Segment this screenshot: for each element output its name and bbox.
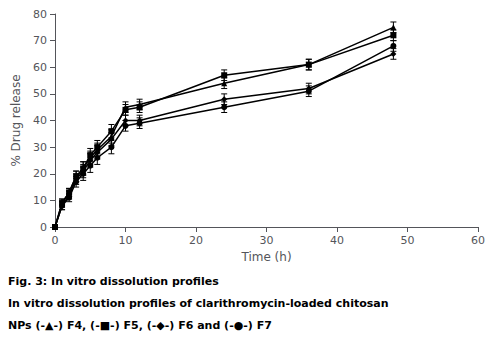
- svg-text:30: 30: [260, 234, 274, 247]
- svg-text:70: 70: [33, 34, 47, 47]
- svg-text:20: 20: [189, 234, 203, 247]
- svg-text:60: 60: [471, 234, 485, 247]
- svg-text:10: 10: [119, 234, 133, 247]
- svg-text:50: 50: [401, 234, 415, 247]
- svg-text:0: 0: [52, 234, 59, 247]
- svg-text:30: 30: [33, 141, 47, 154]
- svg-text:Fig. 3: In vitro dissolution p: Fig. 3: In vitro dissolution profiles: [8, 275, 219, 288]
- svg-text:10: 10: [33, 194, 47, 207]
- svg-text:40: 40: [330, 234, 344, 247]
- svg-text:Time (h): Time (h): [240, 250, 291, 264]
- svg-text:0: 0: [40, 221, 47, 234]
- svg-text:60: 60: [33, 61, 47, 74]
- svg-text:50: 50: [33, 87, 47, 100]
- svg-text:20: 20: [33, 167, 47, 180]
- svg-text:80: 80: [33, 8, 47, 21]
- svg-text:40: 40: [33, 114, 47, 127]
- svg-text:NPs (-▲-) F4, (-■-) F5, (-◆-): NPs (-▲-) F4, (-■-) F5, (-◆-) F6 and (-●…: [8, 319, 272, 332]
- svg-text:In vitro dissolution profiles: In vitro dissolution profiles of clarith…: [8, 297, 389, 310]
- svg-text:% Drug release: % Drug release: [9, 74, 23, 166]
